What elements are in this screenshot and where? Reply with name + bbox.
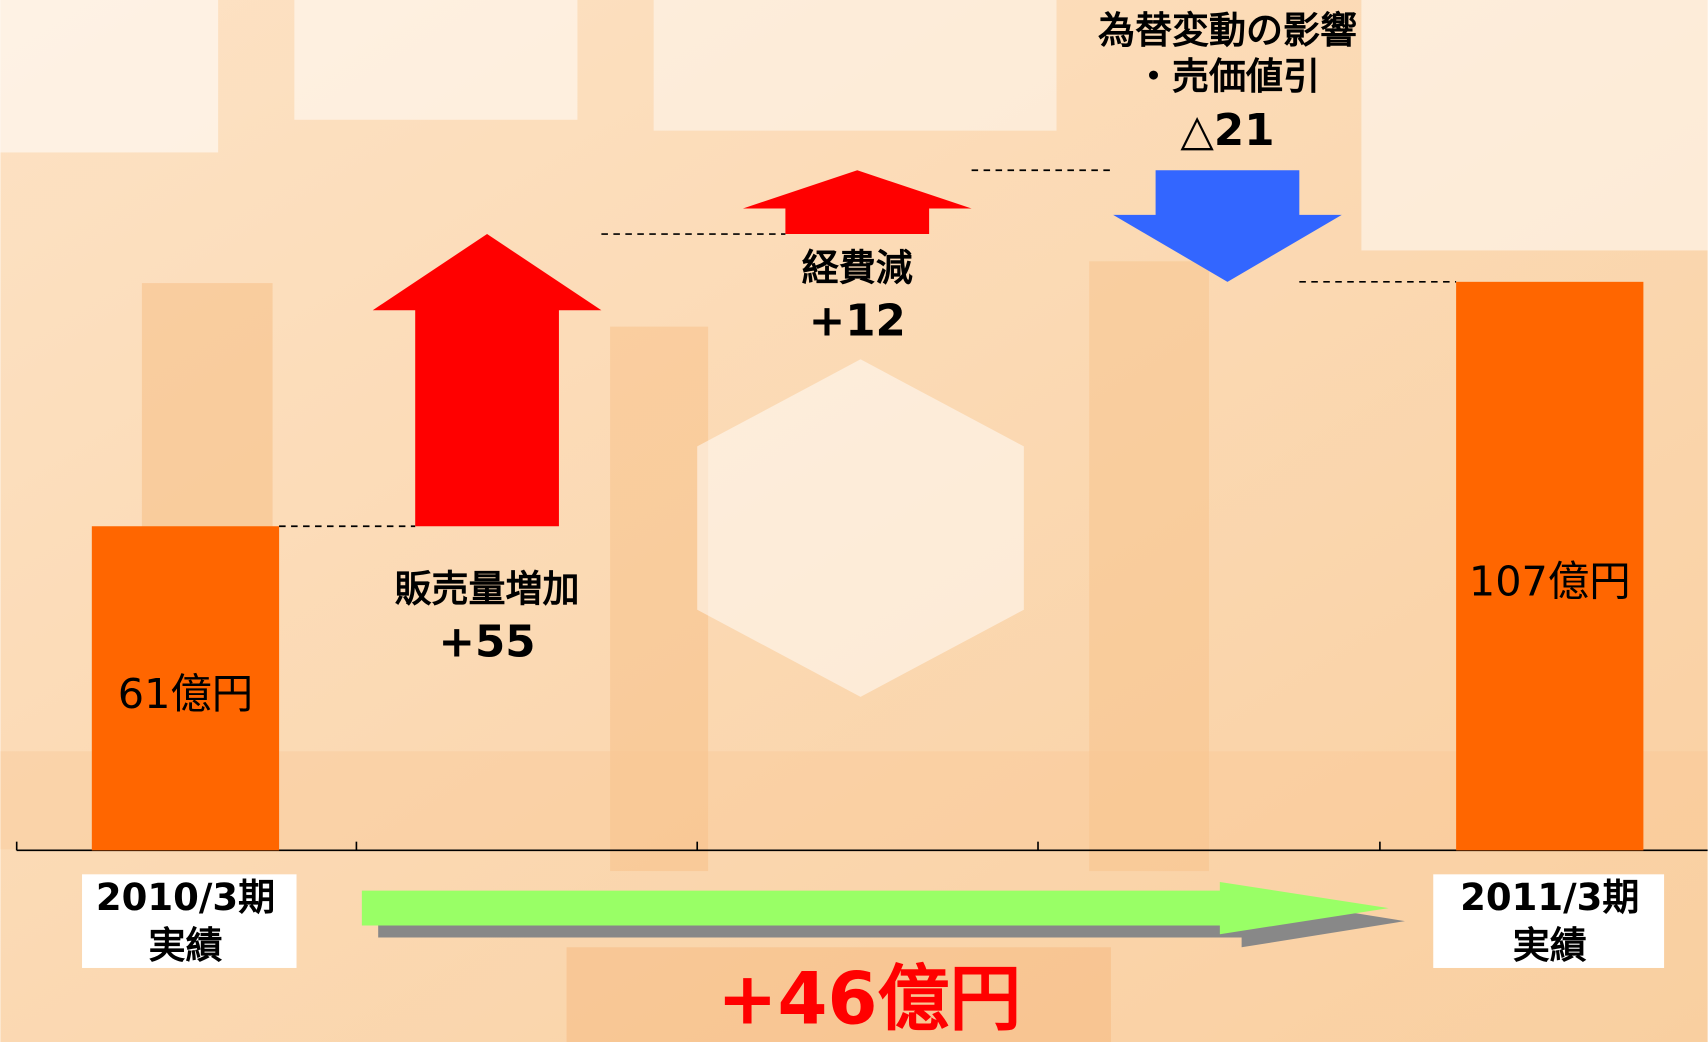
category-label: 販売量増加 xyxy=(395,568,580,611)
increase-arrow xyxy=(372,234,602,527)
category-label: 2011/3期 xyxy=(1460,876,1639,919)
bar xyxy=(1456,281,1644,851)
axis-ticks xyxy=(15,841,1381,851)
category-label: 2010/3期 xyxy=(96,876,275,919)
value-label: +12 xyxy=(809,296,906,346)
category-label: 経費減 xyxy=(802,247,913,290)
category-label: 為替変動の影響 xyxy=(1098,9,1357,52)
bar-label: 61億円 xyxy=(118,670,253,718)
category-label: 実績 xyxy=(1513,924,1587,967)
bar xyxy=(91,526,280,851)
category-label: ・売価値引 xyxy=(1135,55,1320,98)
change-label: +46億円 xyxy=(717,956,1021,1040)
bar-label: 107億円 xyxy=(1469,558,1631,606)
increase-arrow xyxy=(742,170,972,235)
value-label: +55 xyxy=(439,618,536,668)
decrease-arrow xyxy=(1113,170,1342,282)
change-arrow xyxy=(361,881,1389,935)
label-box xyxy=(82,874,297,968)
value-label: △21 xyxy=(1180,106,1274,156)
label-box xyxy=(1433,874,1665,968)
category-label: 実績 xyxy=(148,924,222,967)
